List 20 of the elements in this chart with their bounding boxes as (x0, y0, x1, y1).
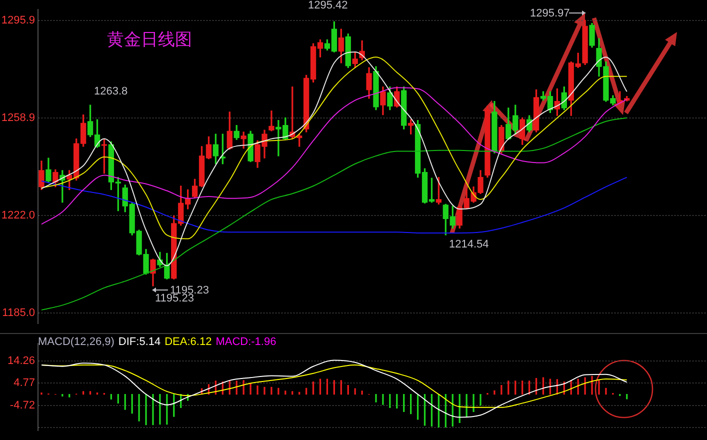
y-tick-label: 4.77 (14, 377, 35, 390)
line-series (40, 87, 628, 225)
annotation: 1263.8 (94, 86, 128, 98)
candlestick (268, 110, 274, 132)
annotation: MACD:-1.96 (216, 336, 276, 348)
text: DEA:6.12 (164, 336, 212, 348)
annotation: 1295.97 (530, 8, 570, 20)
text: 黄金日线图 (107, 29, 192, 51)
chart-title: MACD(12,26,9) (38, 336, 114, 348)
annotation: 1214.54 (449, 238, 489, 251)
y-tick-label: 14.26 (7, 354, 35, 367)
series-label: DIF:5.14 (118, 336, 161, 348)
annotation: 1295.42 (308, 0, 348, 12)
y-tick-label: 1258.9 (1, 112, 35, 124)
y-tick-label: 1222.0 (1, 209, 35, 222)
y-tick-label: -4.72 (10, 399, 35, 412)
y-tick-label: 1295.9 (1, 14, 35, 26)
line-series (40, 117, 628, 310)
line-series (40, 360, 628, 418)
y-tick-label: 1185.0 (2, 306, 35, 319)
